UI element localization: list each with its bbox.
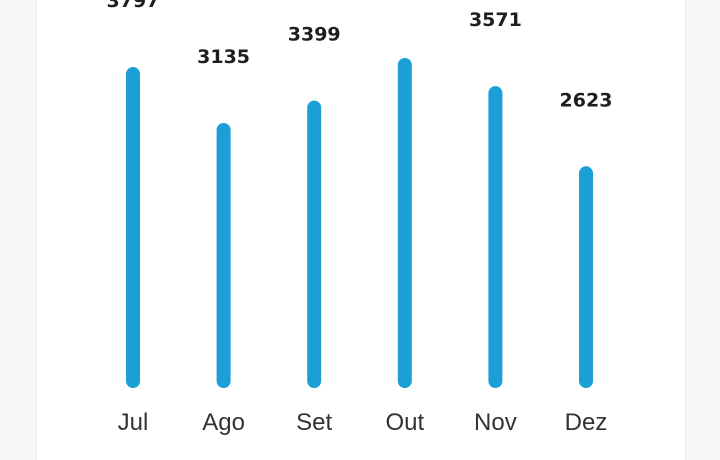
category-label: Set: [296, 409, 332, 436]
category-label: Jul: [118, 409, 149, 436]
value-label: 3797: [107, 0, 160, 12]
category-label: Out: [385, 409, 424, 436]
bar-nov: [488, 86, 503, 388]
value-label: 3571: [469, 9, 522, 31]
category-label: Nov: [474, 409, 517, 436]
bar-dez: [579, 166, 593, 388]
bar-set: [307, 100, 322, 388]
bar-jul: [126, 67, 140, 388]
value-label: 3399: [288, 24, 341, 46]
category-label: Ago: [202, 409, 245, 436]
value-label: 3135: [197, 46, 250, 68]
chart-card: [36, 0, 686, 460]
bar-out: [397, 57, 412, 388]
bar-chart: 3797 Jul 3135 Ago 3399 Set 3904 Out 3571 Nov 2623 D…: [107, 0, 613, 436]
value-label: 2623: [560, 89, 613, 111]
category-label: Dez: [565, 409, 608, 436]
bar-ago: [216, 122, 231, 388]
value-label: 3904: [378, 0, 431, 3]
